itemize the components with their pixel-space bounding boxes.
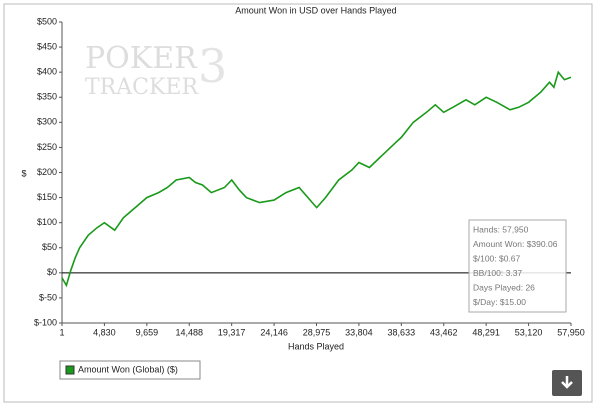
legend-label: Amount Won (Global) ($) — [78, 364, 178, 374]
x-tick-label: 4,830 — [93, 327, 116, 337]
info-text: BB/100: 3.37 — [473, 268, 522, 278]
download-icon — [561, 376, 573, 389]
x-tick-label: 19,317 — [218, 327, 246, 337]
watermark: TRACKER — [85, 75, 199, 100]
watermark: 3 — [198, 39, 227, 93]
x-tick-label: 38,633 — [388, 327, 416, 337]
y-tick-label: $250 — [37, 142, 57, 152]
legend — [59, 360, 201, 380]
y-tick-label: $100 — [37, 217, 57, 227]
x-tick-label: 9,659 — [136, 327, 159, 337]
x-tick-label: 57,950 — [557, 327, 585, 337]
x-tick-label: 53,120 — [515, 327, 543, 337]
info-text: $/100: $0.67 — [473, 253, 521, 263]
info-box — [468, 219, 567, 313]
info-text: Hands: 57,950 — [473, 224, 529, 234]
y-tick-label: $-100 — [34, 317, 57, 327]
y-tick-label: $350 — [37, 92, 57, 102]
y-axis-label: $ — [21, 168, 26, 178]
chart-title: Amount Won in USD over Hands Played — [235, 5, 396, 15]
y-tick-label: $200 — [37, 167, 57, 177]
y-tick-label: $50 — [42, 242, 57, 252]
y-tick-label: $500 — [37, 16, 57, 26]
x-tick-label: 28,975 — [303, 327, 331, 337]
y-tick-label: $450 — [37, 41, 57, 51]
info-text: Amount Won: $390.06 — [473, 239, 558, 249]
x-tick-label: 43,462 — [430, 327, 458, 337]
info-text: Days Played: 26 — [473, 282, 535, 292]
x-tick-label: 33,804 — [345, 327, 373, 337]
x-tick-label: 1 — [59, 327, 64, 337]
frame — [3, 3, 593, 403]
y-tick-label: $-50 — [39, 292, 57, 302]
x-tick-label: 14,488 — [175, 327, 203, 337]
legend-swatch — [65, 365, 75, 375]
y-tick-label: $300 — [37, 117, 57, 127]
x-tick-label: 24,146 — [260, 327, 288, 337]
data-line — [61, 70, 572, 288]
info-text: $/Day: $15.00 — [473, 297, 526, 307]
y-tick-label: $0 — [47, 267, 57, 277]
x-tick-label: 48,291 — [472, 327, 500, 337]
watermark: POKER — [85, 41, 198, 76]
y-tick-label: $150 — [37, 192, 57, 202]
y-tick-label: $400 — [37, 67, 57, 77]
x-axis-label: Hands Played — [288, 341, 344, 351]
